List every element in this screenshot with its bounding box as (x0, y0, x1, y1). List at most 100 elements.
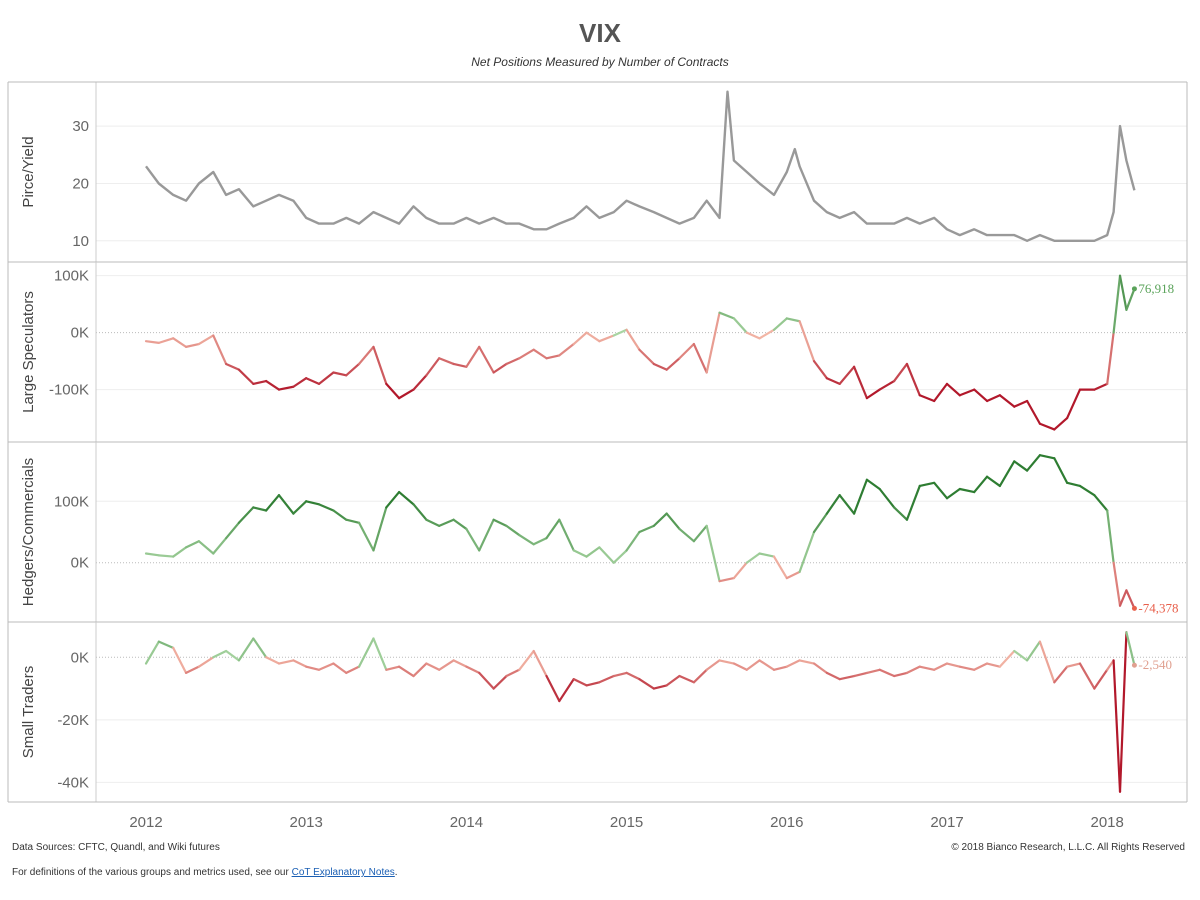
series-segment (825, 671, 841, 681)
series-segment (798, 320, 816, 363)
series-segment (478, 518, 495, 552)
series-segment (852, 478, 869, 515)
series-segment (905, 362, 921, 397)
series-segment (1125, 287, 1136, 311)
series-segment (692, 668, 708, 684)
series-segment (958, 665, 976, 671)
x-tick-label: 2012 (129, 814, 162, 831)
series-segment (652, 512, 668, 527)
y-tick-label: 0K (71, 325, 89, 342)
series-segment (252, 637, 268, 659)
series-segment (478, 345, 495, 374)
series-segment (1066, 481, 1082, 488)
series-segment (558, 518, 575, 552)
series-segment (144, 640, 160, 665)
series-segment (332, 509, 348, 521)
series-segment (1125, 589, 1136, 610)
series-segment (812, 512, 828, 534)
series-segment (1093, 494, 1109, 512)
y-tick-label: 30 (72, 118, 89, 135)
series-segment (985, 394, 1001, 403)
series-segment (865, 668, 881, 675)
series-segment (372, 637, 388, 671)
series-segment (918, 665, 936, 671)
y-axis-title: Small Traders (20, 666, 37, 759)
series-segment (973, 475, 989, 494)
series-segment (718, 311, 736, 320)
series-segment (973, 388, 989, 403)
series-segment (197, 334, 215, 346)
series-segment (1066, 388, 1082, 420)
series-segment (812, 360, 828, 380)
series-segment (558, 678, 575, 703)
end-value-label: -74,378 (1138, 600, 1178, 615)
definitions-note: For definitions of the various groups an… (12, 867, 398, 878)
series-segment (933, 481, 949, 500)
series-segment (398, 490, 415, 506)
series-segment (1106, 331, 1115, 385)
series-segment (852, 365, 869, 400)
series-segment (958, 487, 976, 494)
series-segment (678, 527, 695, 543)
series-segment (1112, 659, 1122, 793)
series-segment (412, 374, 428, 391)
cot-explanatory-notes-link[interactable]: CoT Explanatory Notes (291, 867, 395, 878)
series-segment (1118, 589, 1128, 607)
series-segment (465, 527, 481, 552)
series-segment (357, 637, 375, 668)
series-segment (785, 659, 801, 668)
series-segment (878, 379, 896, 391)
y-tick-label: -100K (49, 382, 89, 399)
series-segment (585, 546, 601, 558)
series-segment (1078, 484, 1096, 497)
series-segment (225, 521, 241, 540)
series-segment (998, 649, 1016, 668)
series-segment (385, 665, 401, 671)
series-segment (1078, 662, 1096, 690)
series-segment (372, 506, 388, 552)
series-segment (732, 317, 748, 334)
series-segment (665, 357, 681, 371)
series-segment (772, 665, 788, 671)
series-segment (558, 342, 575, 357)
series-segment (492, 518, 508, 527)
series-segment (665, 674, 681, 687)
series-segment (652, 362, 668, 371)
series-segment (385, 490, 401, 509)
series-segment (812, 662, 828, 675)
y-axis-title: Large Speculators (20, 291, 37, 413)
series-segment (758, 659, 776, 671)
series-segment (465, 345, 481, 368)
series-segment (1038, 640, 1056, 684)
series-segment (838, 674, 856, 681)
series-segment (1025, 640, 1042, 662)
y-tick-label: 100K (54, 493, 89, 510)
series-segment (277, 385, 295, 391)
series-segment (345, 518, 361, 524)
series-segment (1053, 416, 1069, 431)
series-segment (265, 379, 281, 391)
series-segment (398, 665, 415, 678)
series-segment (945, 382, 961, 397)
series-segment (718, 576, 736, 583)
series-segment (184, 342, 200, 348)
series-segment (212, 334, 228, 366)
series-segment (305, 377, 321, 385)
y-tick-label: 0K (71, 649, 89, 666)
series-segment (412, 503, 428, 521)
series-segment (452, 659, 468, 668)
x-tick-label: 2018 (1091, 814, 1124, 831)
series-segment (265, 494, 281, 512)
series-segment (398, 388, 415, 400)
series-segment (277, 494, 295, 515)
series-segment (893, 671, 909, 678)
series-segment (292, 377, 308, 388)
y-tick-label: -40K (57, 774, 89, 791)
series-segment (1118, 631, 1128, 793)
series-segment (372, 345, 388, 385)
series-segment (572, 331, 588, 346)
end-point-marker (1131, 605, 1137, 611)
y-tick-label: 100K (54, 268, 89, 285)
series-segment (357, 521, 375, 552)
